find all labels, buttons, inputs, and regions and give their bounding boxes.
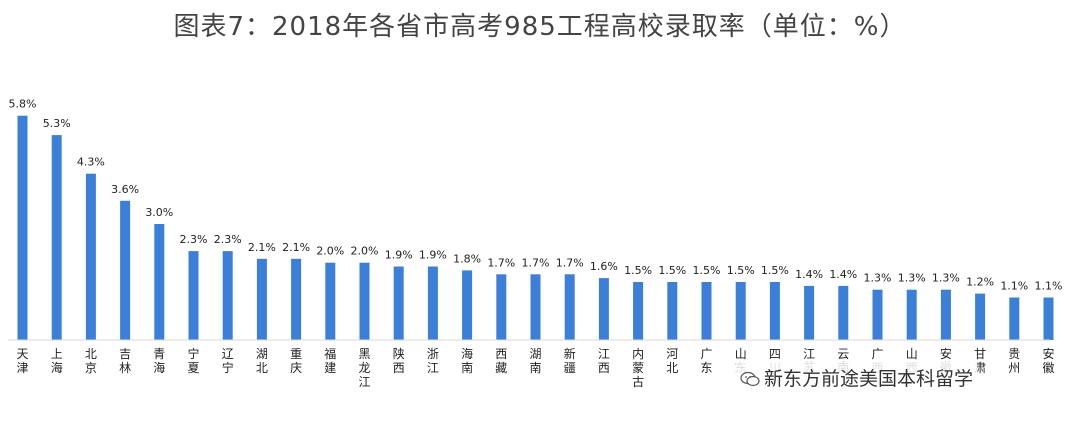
bar bbox=[906, 289, 917, 340]
bar bbox=[530, 274, 541, 340]
category-label: 海南 bbox=[461, 346, 473, 375]
bar bbox=[838, 285, 849, 340]
bar-value-label: 1.5% bbox=[727, 264, 755, 277]
bar bbox=[427, 266, 438, 340]
bar bbox=[222, 251, 233, 340]
category-label: 陕西 bbox=[393, 346, 405, 375]
bar bbox=[872, 289, 883, 340]
bar-value-label: 2.0% bbox=[351, 245, 379, 258]
category-label: 甘肃 bbox=[974, 347, 986, 375]
value-labels-group: 5.8% 5.3% 4.3% 3.6% 3.0% 2.3% 2.3% 2.1% 2.1% 2.0%… bbox=[9, 98, 1063, 293]
bar bbox=[975, 293, 986, 340]
bar bbox=[769, 282, 780, 340]
footer-credit: 新东方前途美国本科留学 bbox=[736, 362, 978, 393]
bar bbox=[940, 289, 951, 340]
bar-value-label: 1.4% bbox=[795, 268, 823, 281]
bar bbox=[359, 262, 370, 340]
bar-value-label: 2.3% bbox=[180, 233, 208, 246]
bar bbox=[633, 282, 644, 340]
bar bbox=[154, 224, 165, 340]
bar bbox=[85, 173, 96, 340]
category-label: 湖北 bbox=[256, 346, 268, 375]
category-label: 西藏 bbox=[495, 347, 507, 375]
category-label: 上海 bbox=[51, 347, 63, 375]
bar bbox=[325, 262, 336, 340]
bar-value-label: 1.3% bbox=[898, 272, 926, 285]
bar-value-label: 1.5% bbox=[761, 264, 789, 277]
bar bbox=[462, 270, 473, 340]
bar-value-label: 1.9% bbox=[419, 249, 447, 262]
bars-group bbox=[17, 115, 1054, 340]
bar-value-label: 1.5% bbox=[658, 264, 686, 277]
category-label: 江西 bbox=[598, 347, 610, 375]
category-label: 福建 bbox=[324, 346, 336, 375]
bar-value-label: 3.0% bbox=[145, 206, 173, 219]
bar-value-label: 1.4% bbox=[829, 268, 857, 281]
bar-value-label: 4.3% bbox=[77, 156, 105, 169]
category-label: 浙江 bbox=[427, 347, 439, 375]
footer-credit-text: 新东方前途美国本科留学 bbox=[764, 368, 974, 390]
bar bbox=[17, 115, 28, 340]
bar-value-label: 1.1% bbox=[1000, 280, 1028, 293]
bar-value-label: 5.8% bbox=[9, 98, 37, 111]
bar bbox=[564, 274, 575, 340]
bar-value-label: 1.7% bbox=[556, 256, 584, 269]
bar-value-label: 2.1% bbox=[282, 241, 310, 254]
bar bbox=[496, 274, 507, 340]
bar bbox=[804, 285, 815, 340]
category-label: 重庆 bbox=[290, 347, 302, 375]
bar bbox=[291, 258, 302, 340]
bar-value-label: 1.6% bbox=[590, 260, 618, 273]
bar-value-label: 2.3% bbox=[214, 233, 242, 246]
bar bbox=[256, 258, 267, 340]
bar-value-label: 1.3% bbox=[864, 272, 892, 285]
category-label: 黑龙江 bbox=[358, 347, 370, 389]
wechat-icon bbox=[740, 370, 760, 387]
category-label: 辽宁 bbox=[222, 347, 234, 375]
bar bbox=[598, 278, 609, 340]
category-label: 贵州 bbox=[1008, 347, 1020, 375]
bar bbox=[701, 282, 712, 340]
bar-value-label: 3.6% bbox=[111, 183, 139, 196]
bar bbox=[1043, 297, 1054, 340]
category-label: 宁夏 bbox=[187, 346, 199, 375]
bar bbox=[1009, 297, 1020, 340]
bar-value-label: 2.1% bbox=[248, 241, 276, 254]
bar-value-label: 1.9% bbox=[385, 249, 413, 262]
category-label: 吉林 bbox=[119, 347, 131, 375]
category-label: 内蒙古 bbox=[632, 347, 644, 389]
bar-value-label: 1.3% bbox=[932, 272, 960, 285]
chart-title: 图表7：2018年各省市高考985工程高校录取率（单位：%） bbox=[173, 12, 907, 42]
bar-value-label: 1.5% bbox=[693, 264, 721, 277]
bar-value-label: 1.5% bbox=[624, 264, 652, 277]
category-label: 新疆 bbox=[564, 346, 576, 375]
category-label: 湖南 bbox=[529, 346, 541, 375]
bar bbox=[667, 282, 678, 340]
bar bbox=[120, 200, 131, 340]
bar-value-label: 1.2% bbox=[966, 276, 994, 289]
bar bbox=[188, 251, 199, 340]
bar-value-label: 1.7% bbox=[487, 256, 515, 269]
bar bbox=[393, 266, 404, 340]
category-label: 河北 bbox=[666, 347, 678, 375]
category-label: 北京 bbox=[85, 347, 97, 375]
bar-value-label: 1.7% bbox=[522, 256, 550, 269]
bar-value-label: 1.8% bbox=[453, 252, 481, 265]
bar-value-label: 1.1% bbox=[1035, 280, 1063, 293]
bar-value-label: 5.3% bbox=[43, 117, 71, 130]
bar-value-label: 2.0% bbox=[316, 245, 344, 258]
bar bbox=[735, 282, 746, 340]
category-label: 广东 bbox=[700, 347, 712, 375]
category-label: 青海 bbox=[153, 347, 165, 375]
category-label: 天津 bbox=[16, 347, 28, 375]
bar bbox=[51, 135, 62, 340]
category-label: 安徽 bbox=[1042, 346, 1054, 375]
